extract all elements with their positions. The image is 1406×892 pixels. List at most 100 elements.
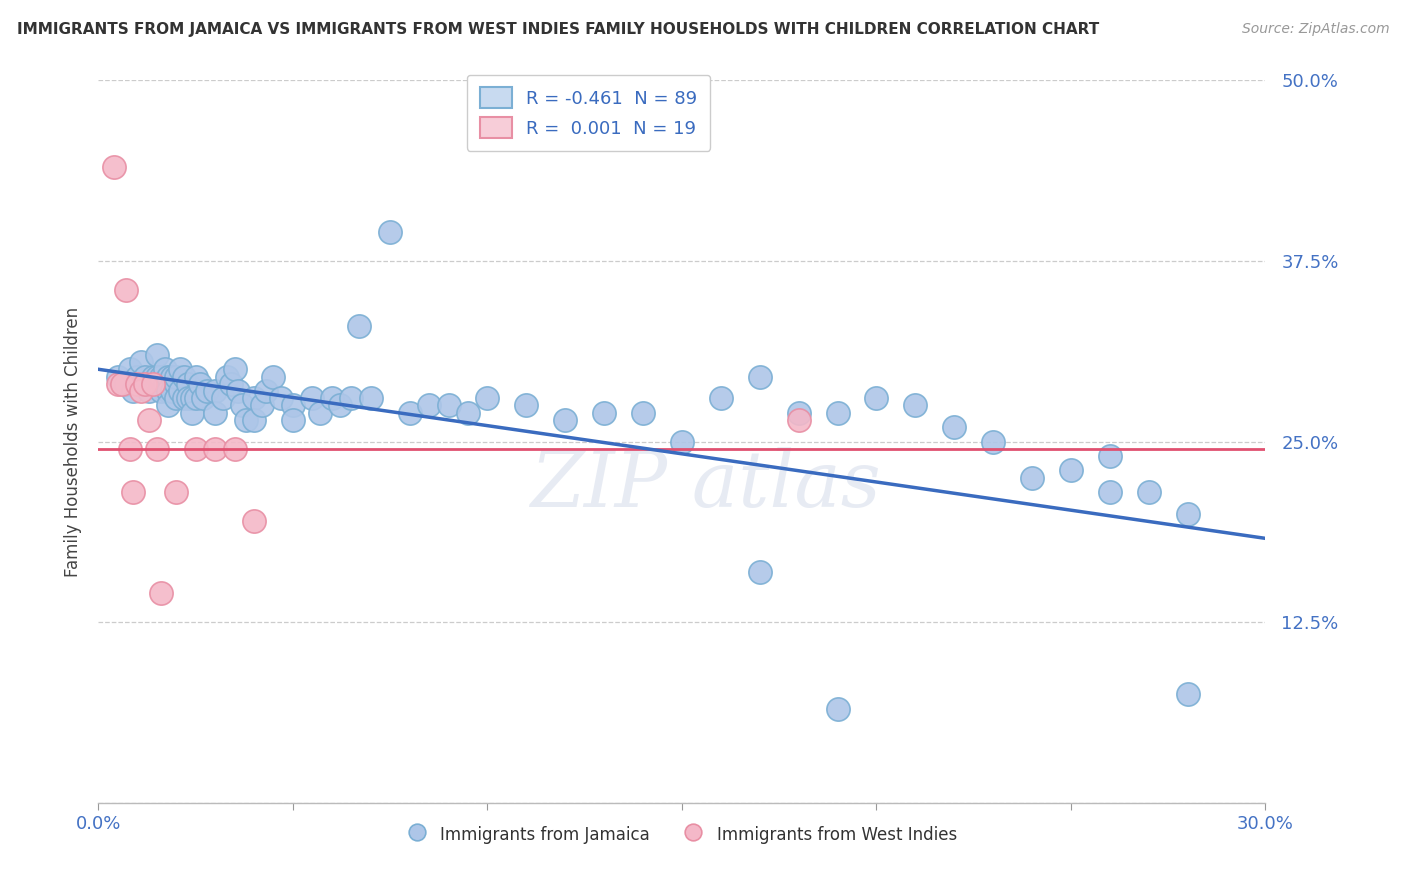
Point [149, 384, 172, 398]
Point [748, 565, 770, 579]
Point [180, 391, 202, 405]
Point [243, 514, 266, 528]
Text: Source: ZipAtlas.com: Source: ZipAtlas.com [1241, 22, 1389, 37]
Point [114, 283, 136, 297]
Point [165, 485, 187, 500]
Point [195, 384, 218, 398]
Point [146, 442, 169, 456]
Point [281, 413, 304, 427]
Point [418, 398, 440, 412]
Point [243, 413, 266, 427]
Legend: Immigrants from Jamaica, Immigrants from West Indies: Immigrants from Jamaica, Immigrants from… [398, 816, 966, 852]
Point [457, 406, 479, 420]
Point [103, 160, 125, 174]
Point [184, 391, 207, 405]
Point [228, 384, 250, 398]
Point [122, 485, 145, 500]
Point [787, 413, 810, 427]
Point [215, 369, 238, 384]
Point [165, 376, 187, 391]
Point [321, 391, 343, 405]
Y-axis label: Family Households with Children: Family Households with Children [63, 307, 82, 576]
Point [177, 391, 200, 405]
Point [184, 369, 207, 384]
Point [118, 362, 141, 376]
Point [146, 376, 169, 391]
Point [943, 420, 966, 434]
Point [188, 376, 211, 391]
Point [593, 406, 616, 420]
Text: ZIP atlas: ZIP atlas [530, 447, 880, 523]
Point [177, 376, 200, 391]
Point [122, 384, 145, 398]
Point [138, 384, 160, 398]
Point [477, 391, 499, 405]
Point [153, 376, 176, 391]
Point [1137, 485, 1160, 500]
Point [134, 376, 156, 391]
Point [146, 348, 169, 362]
Point [309, 406, 332, 420]
Point [165, 391, 187, 405]
Point [204, 384, 226, 398]
Point [157, 369, 180, 384]
Point [142, 369, 165, 384]
Point [127, 376, 149, 391]
Point [118, 442, 141, 456]
Point [204, 406, 226, 420]
Point [146, 369, 169, 384]
Point [149, 369, 172, 384]
Point [149, 586, 172, 600]
Point [1060, 463, 1083, 477]
Point [380, 225, 402, 239]
Point [631, 406, 654, 420]
Point [671, 434, 693, 449]
Point [169, 384, 191, 398]
Point [107, 369, 129, 384]
Point [127, 369, 149, 384]
Point [515, 398, 537, 412]
Point [162, 369, 184, 384]
Point [173, 369, 195, 384]
Point [157, 398, 180, 412]
Point [340, 391, 363, 405]
Point [138, 413, 160, 427]
Point [204, 442, 226, 456]
Point [254, 384, 277, 398]
Point [398, 406, 420, 420]
Point [184, 442, 207, 456]
Point [224, 362, 246, 376]
Point [270, 391, 292, 405]
Point [301, 391, 323, 405]
Point [827, 406, 849, 420]
Point [129, 384, 152, 398]
Point [262, 369, 284, 384]
Point [235, 413, 257, 427]
Point [173, 391, 195, 405]
Point [554, 413, 576, 427]
Point [250, 398, 273, 412]
Point [162, 384, 184, 398]
Point [193, 391, 215, 405]
Point [165, 369, 187, 384]
Point [865, 391, 887, 405]
Point [360, 391, 382, 405]
Point [437, 398, 460, 412]
Point [134, 369, 156, 384]
Point [281, 398, 304, 412]
Point [180, 406, 202, 420]
Point [169, 362, 191, 376]
Point [1177, 507, 1199, 521]
Point [153, 362, 176, 376]
Point [347, 318, 370, 333]
Text: IMMIGRANTS FROM JAMAICA VS IMMIGRANTS FROM WEST INDIES FAMILY HOUSEHOLDS WITH CH: IMMIGRANTS FROM JAMAICA VS IMMIGRANTS FR… [17, 22, 1099, 37]
Point [219, 376, 242, 391]
Point [981, 434, 1004, 449]
Point [231, 398, 253, 412]
Point [329, 398, 352, 412]
Point [904, 398, 927, 412]
Point [243, 391, 266, 405]
Point [107, 376, 129, 391]
Point [1098, 485, 1121, 500]
Point [142, 376, 165, 391]
